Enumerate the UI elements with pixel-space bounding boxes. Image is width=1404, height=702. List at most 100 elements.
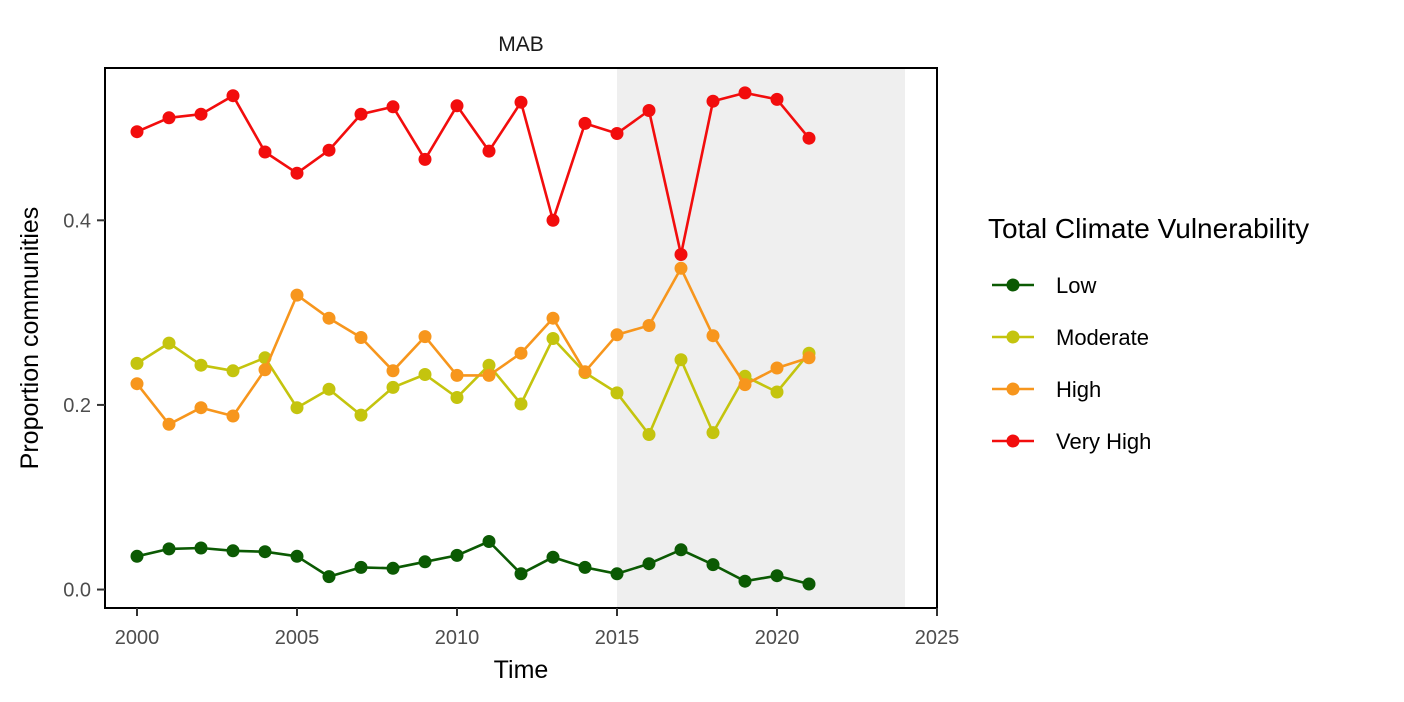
- legend-label: Very High: [1056, 429, 1151, 454]
- x-tick-label: 2000: [115, 627, 160, 649]
- data-point-very-high: [546, 213, 560, 227]
- data-point-moderate: [322, 382, 336, 396]
- data-point-low: [162, 542, 176, 556]
- data-point-high: [258, 363, 272, 377]
- data-point-moderate: [418, 368, 432, 381]
- legend-title: Total Climate Vulnerability: [988, 213, 1309, 244]
- data-point-very-high: [482, 144, 496, 158]
- series-low: [130, 535, 816, 591]
- data-point-low: [642, 557, 656, 571]
- x-tick-label: 2005: [275, 627, 320, 649]
- data-point-high: [546, 311, 560, 325]
- data-point-high: [194, 401, 208, 415]
- data-point-moderate: [194, 358, 208, 372]
- data-point-high: [322, 311, 336, 325]
- data-point-high: [450, 368, 464, 382]
- data-point-high: [674, 261, 688, 275]
- data-point-moderate: [642, 428, 656, 441]
- series-high: [130, 261, 816, 431]
- data-point-high: [130, 377, 144, 391]
- data-point-very-high: [770, 92, 784, 106]
- data-point-low: [514, 567, 528, 581]
- data-point-very-high: [162, 111, 176, 125]
- data-point-very-high: [194, 107, 208, 121]
- data-point-very-high: [450, 99, 464, 113]
- data-point-low: [770, 569, 784, 583]
- legend-label: High: [1056, 377, 1101, 402]
- legend-item-low: Low: [992, 273, 1096, 298]
- series-layer: [130, 86, 816, 591]
- y-tick-label: 0.2: [63, 395, 91, 417]
- data-point-moderate: [450, 391, 464, 404]
- data-point-moderate: [130, 356, 144, 370]
- data-point-low: [802, 577, 816, 591]
- data-point-low: [706, 558, 720, 572]
- legend-key-point: [1006, 278, 1020, 292]
- data-point-low: [546, 550, 560, 564]
- data-point-very-high: [354, 107, 368, 121]
- data-point-high: [290, 288, 304, 302]
- data-point-very-high: [578, 116, 592, 130]
- y-axis: 0.0 0.2 0.4: [63, 210, 105, 602]
- y-tick-label: 0.4: [63, 210, 91, 232]
- legend-item-moderate: Moderate: [992, 325, 1149, 350]
- data-point-low: [610, 567, 624, 581]
- data-point-high: [802, 351, 816, 365]
- data-point-very-high: [514, 95, 528, 109]
- x-axis-title: Time: [494, 656, 549, 684]
- data-point-low: [674, 543, 688, 557]
- data-point-high: [738, 378, 752, 392]
- data-point-low: [578, 560, 592, 574]
- data-point-low: [482, 535, 496, 548]
- data-point-very-high: [706, 94, 720, 108]
- data-point-very-high: [738, 86, 752, 100]
- series-line-moderate: [136, 337, 811, 436]
- x-tick-label: 2015: [595, 627, 640, 649]
- series-line-high: [135, 266, 810, 426]
- data-point-low: [450, 548, 464, 562]
- data-point-high: [162, 417, 176, 431]
- data-point-high: [610, 328, 624, 342]
- data-point-moderate: [226, 364, 240, 378]
- data-point-very-high: [418, 152, 432, 166]
- y-axis-title: Proportion communities: [16, 207, 44, 470]
- data-point-moderate: [354, 408, 368, 422]
- series-line-low: [136, 540, 810, 586]
- plot-panel-border: [104, 67, 938, 609]
- data-point-high: [706, 329, 720, 343]
- shaded-region: [617, 68, 905, 608]
- data-point-high: [514, 346, 528, 360]
- x-tick-label: 2025: [915, 627, 960, 649]
- x-tick-label: 2010: [435, 627, 480, 649]
- data-point-high: [386, 364, 400, 378]
- data-point-low: [226, 544, 240, 558]
- legend-key-point: [1006, 382, 1020, 396]
- legend-item-high: High: [992, 377, 1101, 402]
- data-point-low: [354, 560, 368, 574]
- data-point-low: [258, 545, 272, 559]
- data-point-moderate: [770, 385, 784, 399]
- data-point-high: [482, 368, 496, 382]
- data-point-low: [194, 541, 208, 555]
- data-point-moderate: [706, 426, 720, 440]
- legend-label: Moderate: [1056, 325, 1149, 350]
- data-point-very-high: [610, 127, 624, 140]
- legend: Total Climate Vulnerability Low Moderate H…: [988, 213, 1309, 454]
- data-point-high: [642, 319, 656, 332]
- data-point-high: [418, 330, 432, 344]
- data-point-low: [322, 570, 336, 584]
- legend-key-point: [1006, 434, 1020, 448]
- data-point-very-high: [802, 131, 816, 145]
- data-point-moderate: [290, 401, 304, 415]
- series-line-very-high: [136, 91, 811, 256]
- legend-label: Low: [1056, 273, 1096, 298]
- data-point-very-high: [130, 125, 144, 139]
- data-point-moderate: [514, 397, 528, 411]
- legend-key-point: [1006, 330, 1020, 344]
- legend-items: Low Moderate High Very High: [992, 273, 1151, 454]
- data-point-low: [290, 549, 304, 563]
- data-point-moderate: [610, 386, 624, 400]
- data-point-moderate: [482, 358, 496, 372]
- series-very-high: [130, 86, 816, 261]
- data-point-high: [770, 361, 784, 375]
